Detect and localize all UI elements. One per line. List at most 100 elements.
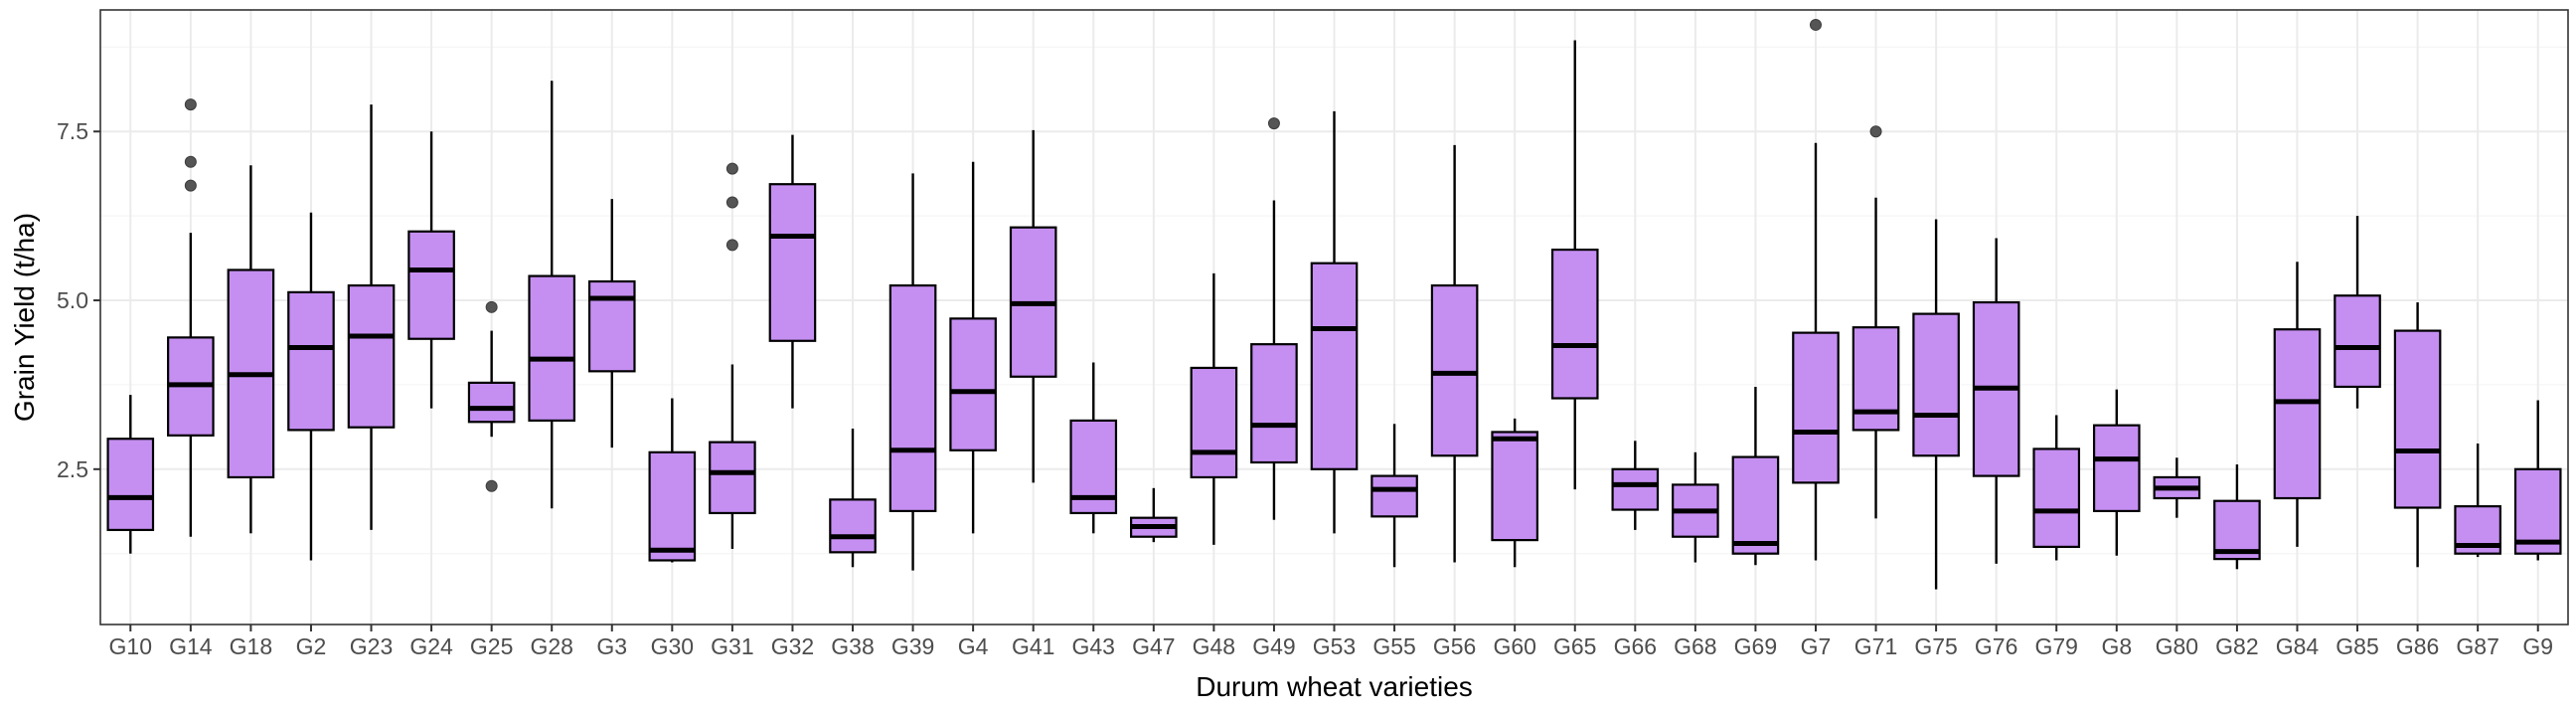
outlier-point (485, 300, 498, 313)
iqr-box (2334, 294, 2381, 389)
x-tick-label: G86 (2396, 633, 2439, 659)
box-G69 (1731, 386, 1780, 566)
y-tick-label: 7.5 (57, 118, 88, 144)
x-tick-label: G87 (2456, 633, 2498, 659)
x-tick-label: G31 (711, 633, 753, 659)
box-G56 (1430, 144, 1479, 563)
x-tick-label: G75 (1914, 633, 1957, 659)
x-tick-label: G8 (2101, 633, 2132, 659)
outlier-point (1869, 125, 1882, 138)
y-tick-label: 2.5 (57, 456, 88, 482)
box-G25 (467, 300, 516, 492)
x-tick-label: G84 (2276, 633, 2320, 659)
x-tick-label: G43 (1072, 633, 1115, 659)
box-G28 (528, 81, 576, 509)
iqr-box (829, 498, 877, 554)
box-G32 (768, 134, 817, 409)
iqr-box (2032, 447, 2081, 549)
iqr-box (1731, 455, 1780, 555)
axis-layer: 2.5 5.0 7.5 G10 G14 G18 G2 G23 G24 G25 G28 G3 G30 G31… (57, 118, 2553, 659)
iqr-box (1370, 474, 1418, 518)
x-tick-label: G79 (2034, 633, 2077, 659)
iqr-box (287, 290, 335, 432)
box-G4 (949, 161, 997, 534)
box-G76 (1972, 238, 2020, 564)
outlier-point (184, 98, 197, 111)
iqr-box (2273, 328, 2322, 500)
x-tick-label: G49 (1252, 633, 1295, 659)
box-G85 (2334, 216, 2381, 409)
x-tick-label: G66 (1614, 633, 1657, 659)
box-G82 (2213, 464, 2261, 570)
box-G7 (1792, 18, 1840, 561)
iqr-box (106, 438, 155, 532)
iqr-box (587, 279, 636, 373)
x-tick-label: G48 (1193, 633, 1235, 659)
x-tick-label: G23 (350, 633, 393, 659)
box-G65 (1550, 40, 1599, 490)
iqr-box (467, 381, 516, 424)
box-G79 (2032, 415, 2081, 561)
x-tick-label: G55 (1372, 633, 1415, 659)
x-tick-label: G65 (1553, 633, 1596, 659)
iqr-box (1250, 343, 1298, 464)
x-tick-label: G39 (891, 633, 934, 659)
iqr-box (2513, 467, 2562, 555)
box-G60 (1491, 418, 1538, 568)
box-G38 (829, 429, 877, 568)
outlier-point (184, 179, 197, 192)
x-tick-label: G24 (409, 633, 453, 659)
box-G9 (2513, 400, 2562, 561)
iqr-box (1430, 283, 1479, 457)
box-G24 (407, 131, 455, 409)
iqr-box (1491, 431, 1538, 542)
iqr-box (407, 230, 455, 340)
x-tick-label: G4 (958, 633, 989, 659)
iqr-box (768, 183, 817, 342)
x-tick-label: G9 (2522, 633, 2553, 659)
outlier-point (1267, 117, 1280, 130)
box-G55 (1370, 424, 1418, 568)
x-tick-label: G47 (1132, 633, 1175, 659)
outlier-point (725, 162, 738, 175)
iqr-box (709, 441, 756, 515)
box-G75 (1912, 219, 1960, 590)
box-G31 (709, 162, 756, 549)
iqr-box (2393, 329, 2442, 509)
y-tick-label: 5.0 (57, 287, 88, 313)
iqr-box (1190, 366, 1238, 479)
box-G14 (167, 98, 215, 537)
box-G49 (1250, 117, 1298, 520)
iqr-box (1310, 262, 1359, 470)
iqr-box (888, 283, 937, 513)
x-tick-label: G30 (651, 633, 694, 659)
iqr-box (1792, 331, 1840, 484)
x-tick-label: G18 (230, 633, 272, 659)
x-tick-label: G41 (1012, 633, 1054, 659)
box-G47 (1130, 487, 1178, 543)
x-tick-label: G69 (1734, 633, 1777, 659)
box-G10 (106, 395, 155, 554)
outlier-point (725, 239, 738, 252)
x-tick-label: G10 (109, 633, 152, 659)
x-tick-label: G38 (831, 633, 874, 659)
x-tick-label: G68 (1674, 633, 1716, 659)
x-tick-label: G82 (2215, 633, 2258, 659)
box-G48 (1190, 272, 1238, 545)
y-axis-title: Grain Yield (t/ha) (9, 213, 40, 422)
iqr-box (2092, 424, 2141, 513)
x-tick-label: G76 (1975, 633, 2017, 659)
box-G71 (1852, 125, 1900, 519)
iqr-box (347, 283, 396, 429)
box-G8 (2092, 389, 2141, 556)
iqr-box (949, 317, 997, 451)
box-G80 (2153, 457, 2201, 518)
box-G86 (2393, 302, 2442, 568)
x-tick-label: G60 (1493, 633, 1535, 659)
iqr-box (648, 450, 697, 562)
x-tick-label: G85 (2335, 633, 2378, 659)
box-G53 (1310, 110, 1359, 534)
outlier-point (485, 479, 498, 492)
